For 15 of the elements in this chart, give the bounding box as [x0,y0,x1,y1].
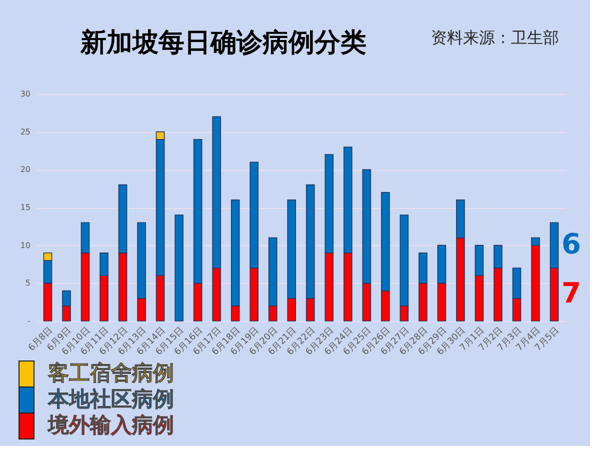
y-tick-label: 15 [20,203,30,212]
y-tick-label: 25 [20,127,30,136]
y-tick-label: 10 [20,240,30,250]
data-label: 6 [562,227,582,260]
y-tick-label: 20 [20,165,30,174]
legend-label: 本地社区病例 [47,387,174,411]
bar [174,214,184,322]
legend-label: 境外输入病例 [47,413,174,437]
y-tick-label: 5 [25,278,30,288]
y-tick-label: 30 [20,90,30,98]
text: 资料来源：卫生部 [431,28,559,47]
data-label: 7 [562,276,582,310]
y-tick-label: - [28,316,31,326]
chart-title: 新加坡每日确诊病例分类 [80,28,366,58]
legend-label: 客工宿舍病例 [47,361,174,385]
